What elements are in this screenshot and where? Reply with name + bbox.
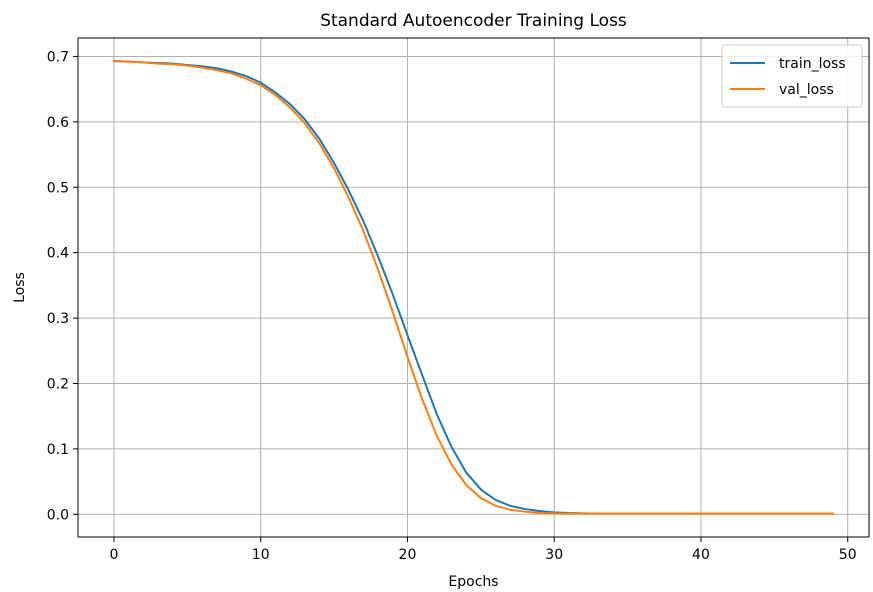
y-tick-label: 0.3 bbox=[47, 311, 69, 327]
x-tick-label: 10 bbox=[252, 547, 270, 563]
y-axis-label: Loss bbox=[12, 272, 28, 303]
legend-label-val-loss: val_loss bbox=[779, 82, 834, 98]
legend-label-train-loss: train_loss bbox=[779, 56, 846, 72]
plot-frame bbox=[77, 37, 870, 538]
y-tick-label: 0.1 bbox=[47, 442, 69, 458]
x-tick-label: 0 bbox=[109, 547, 118, 563]
x-tick-label: 20 bbox=[399, 547, 417, 563]
x-tick-label: 50 bbox=[839, 547, 857, 563]
x-tick-label: 40 bbox=[692, 547, 710, 563]
series-line-val-loss bbox=[112, 60, 835, 515]
y-tick-label: 0.4 bbox=[47, 246, 69, 262]
y-tick-label: 0.0 bbox=[47, 507, 69, 523]
series-lines bbox=[112, 60, 835, 515]
grid-lines bbox=[78, 38, 869, 537]
x-tick-label: 30 bbox=[545, 547, 563, 563]
y-tick-label: 0.7 bbox=[47, 49, 69, 65]
y-axis-ticks: 0.0 0.1 0.2 0.3 0.4 0.5 0.6 0.7 bbox=[47, 49, 78, 523]
y-tick-label: 0.6 bbox=[47, 115, 69, 131]
x-axis-ticks: 0 10 20 30 40 50 bbox=[109, 537, 857, 563]
legend-box bbox=[721, 44, 863, 108]
legend: train_loss val_loss bbox=[721, 44, 863, 108]
y-tick-label: 0.2 bbox=[47, 376, 69, 392]
x-axis-label: Epochs bbox=[448, 574, 498, 590]
y-tick-label: 0.5 bbox=[47, 180, 69, 196]
chart-title: Standard Autoencoder Training Loss bbox=[320, 11, 627, 31]
